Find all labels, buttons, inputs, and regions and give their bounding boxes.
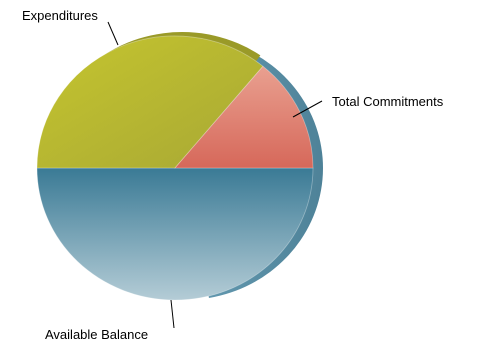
leader-line-expenditures — [107, 21, 119, 46]
pie-slices — [36, 35, 314, 301]
slice-label-total-commitments: Total Commitments — [332, 94, 444, 109]
pie-labels: Available Balance Expenditures Total Commi… — [22, 8, 444, 342]
pie-slice-available-balance[interactable] — [36, 167, 314, 301]
slice-label-expenditures: Expenditures — [22, 8, 98, 23]
pie-slice-total-commitments[interactable] — [174, 65, 314, 169]
leader-line-available-balance — [170, 299, 175, 329]
leader-line-total-commitments — [292, 100, 323, 118]
slice-label-available-balance: Available Balance — [45, 327, 148, 342]
pie-slice-expenditures[interactable] — [36, 35, 264, 169]
